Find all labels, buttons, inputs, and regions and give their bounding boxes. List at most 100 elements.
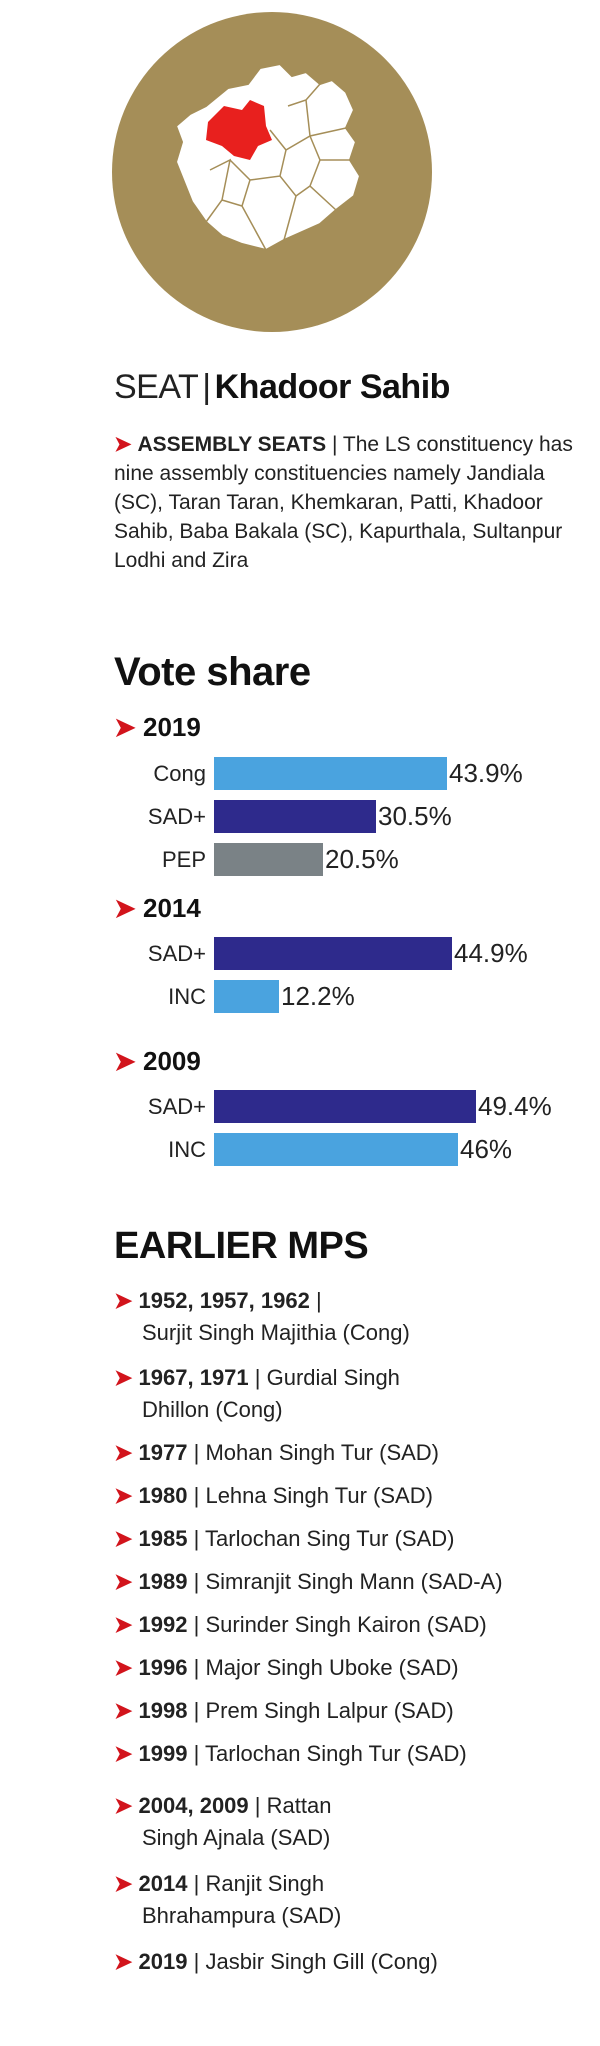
party-label: SAD+ <box>147 941 206 966</box>
mp-name: Mohan Singh Tur (SAD) <box>205 1440 439 1465</box>
mp-separator: | <box>187 1655 206 1680</box>
party-label: INC <box>168 984 206 1009</box>
party-label: SAD+ <box>147 1094 206 1119</box>
year-label: 2019 <box>143 712 201 742</box>
mp-years: 2019 <box>138 1949 188 1974</box>
arrow-icon: ➤ <box>114 1440 139 1465</box>
year-label: 2014 <box>143 893 201 923</box>
mp-separator: | <box>248 1793 267 1818</box>
arrow-icon: ➤ <box>114 1612 139 1637</box>
assembly-text: | The LS constituency has nine assembly … <box>114 433 573 572</box>
mp-item: ➤ 1952, 1957, 1962 | Surjit Singh Majith… <box>114 1285 584 1349</box>
vote-share-bar <box>214 1090 476 1123</box>
mp-name: Simranjit Singh Mann (SAD-A) <box>205 1569 503 1594</box>
arrow-icon: ➤ <box>114 1365 139 1390</box>
vote-share-bar <box>214 937 452 970</box>
mp-years: 1992 <box>138 1612 188 1637</box>
vote-share-bar <box>214 800 376 833</box>
vote-share-bar <box>214 757 447 790</box>
mp-separator: | <box>187 1526 206 1551</box>
mp-item: ➤ 1996 | Major Singh Uboke (SAD) <box>114 1652 584 1684</box>
mp-name: Surinder Singh Kairon (SAD) <box>205 1612 487 1637</box>
mp-item: ➤ 1977 | Mohan Singh Tur (SAD) <box>114 1437 584 1469</box>
map-graphic <box>110 10 434 334</box>
mp-separator: | <box>187 1949 206 1974</box>
assembly-seats-paragraph: ➤ ASSEMBLY SEATS | The LS constituency h… <box>114 430 580 575</box>
vote-share-value: 49.4% <box>478 1091 552 1121</box>
party-label: INC <box>168 1137 206 1162</box>
mp-years: 2014 <box>138 1871 188 1896</box>
mp-item: ➤ 2019 | Jasbir Singh Gill (Cong) <box>114 1946 584 1978</box>
mp-name-continued: Dhillon (Cong) <box>142 1397 283 1422</box>
arrow-icon: ➤ <box>114 1949 139 1974</box>
mp-years: 1985 <box>138 1526 188 1551</box>
mp-years: 1977 <box>138 1440 188 1465</box>
year-heading: ➤ 2014 <box>114 893 201 924</box>
chart-title: Vote share <box>114 650 311 694</box>
mp-item: ➤ 1985 | Tarlochan Sing Tur (SAD) <box>114 1523 584 1555</box>
mp-separator: | <box>187 1871 206 1896</box>
mp-separator: | <box>187 1483 206 1508</box>
party-label: PEP <box>161 847 206 872</box>
arrow-icon: ➤ <box>114 1288 139 1313</box>
seat-name: Khadoor Sahib <box>214 368 451 406</box>
mp-name: Gurdial Singh <box>266 1365 400 1390</box>
mp-name: Tarlochan Sing Tur (SAD) <box>205 1526 455 1551</box>
arrow-icon: ➤ <box>114 433 132 456</box>
vote-share-bar <box>214 843 323 876</box>
mp-years: 1998 <box>138 1698 188 1723</box>
mp-years: 1980 <box>138 1483 188 1508</box>
arrow-icon: ➤ <box>114 1793 139 1818</box>
year-heading: ➤ 2009 <box>114 1046 201 1077</box>
mp-separator: | <box>187 1440 206 1465</box>
mp-name-continued: Singh Ajnala (SAD) <box>142 1825 331 1850</box>
vote-share-value: 46% <box>460 1134 513 1164</box>
arrow-icon: ➤ <box>114 893 144 923</box>
arrow-icon: ➤ <box>114 1569 139 1594</box>
earlier-mps-title: EARLIER MPS <box>114 1225 369 1267</box>
mp-years: 1967, 1971 <box>138 1365 249 1390</box>
arrow-icon: ➤ <box>114 1871 139 1896</box>
seat-label: SEAT <box>114 368 199 406</box>
punjab-map-icon <box>112 12 432 332</box>
mp-item: ➤ 2014 | Ranjit Singh Bhrahampura (SAD) <box>114 1868 584 1932</box>
vote-share-value: 12.2% <box>281 981 355 1011</box>
mp-name: Rattan <box>266 1793 332 1818</box>
vote-share-bar <box>214 1133 458 1166</box>
mp-name-continued: Bhrahampura (SAD) <box>142 1903 342 1928</box>
mp-name-continued: Surjit Singh Majithia (Cong) <box>142 1320 410 1345</box>
mp-years: 1999 <box>138 1741 188 1766</box>
mp-name: Major Singh Uboke (SAD) <box>205 1655 459 1680</box>
year-heading: ➤ 2019 <box>114 712 201 743</box>
mp-separator: | <box>187 1612 206 1637</box>
arrow-icon: ➤ <box>114 1483 139 1508</box>
mp-name: Jasbir Singh Gill (Cong) <box>205 1949 438 1974</box>
seat-separator: | <box>202 368 211 406</box>
mp-years: 1952, 1957, 1962 <box>138 1288 310 1313</box>
arrow-icon: ➤ <box>114 1655 139 1680</box>
vote-share-value: 44.9% <box>454 938 528 968</box>
mp-name: Ranjit Singh <box>205 1871 325 1896</box>
mp-years: 1996 <box>138 1655 188 1680</box>
year-label: 2009 <box>143 1046 201 1076</box>
mp-item: ➤ 1967, 1971 | Gurdial Singh Dhillon (Con… <box>114 1362 584 1426</box>
arrow-icon: ➤ <box>114 1526 139 1551</box>
mp-separator: | <box>187 1569 206 1594</box>
mp-name: Tarlochan Singh Tur (SAD) <box>205 1741 467 1766</box>
arrow-icon: ➤ <box>114 1698 139 1723</box>
seat-heading: SEAT | Khadoor Sahib <box>114 368 450 407</box>
arrow-icon: ➤ <box>114 1046 144 1076</box>
arrow-icon: ➤ <box>114 712 144 742</box>
mp-item: ➤ 1999 | Tarlochan Singh Tur (SAD) <box>114 1738 584 1770</box>
mp-years: 2004, 2009 <box>138 1793 249 1818</box>
mp-separator: | <box>248 1365 267 1390</box>
district-borders <box>205 83 350 251</box>
mp-separator: | <box>187 1698 206 1723</box>
vote-share-value: 43.9% <box>449 758 523 788</box>
mp-separator: | <box>187 1741 206 1766</box>
mp-name: Prem Singh Lalpur (SAD) <box>205 1698 454 1723</box>
mp-item: ➤ 2004, 2009 | Rattan Singh Ajnala (SAD) <box>114 1790 584 1854</box>
vote-share-bar <box>214 980 279 1013</box>
mp-name: Lehna Singh Tur (SAD) <box>205 1483 433 1508</box>
assembly-heading: ASSEMBLY SEATS <box>137 433 327 456</box>
